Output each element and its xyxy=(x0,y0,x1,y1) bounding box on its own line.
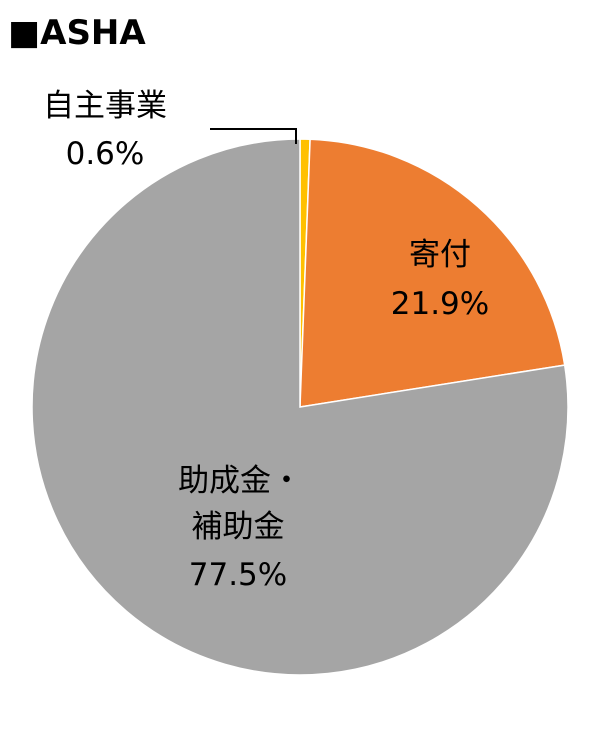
pie-slice-donation xyxy=(299,138,566,408)
pie-slices xyxy=(31,138,569,676)
slice-value-self-business: 0.6% xyxy=(66,136,145,172)
pie-slice-grants xyxy=(31,138,569,676)
leader-line xyxy=(210,128,297,144)
chart-title: ■ASHA xyxy=(8,13,146,53)
slice-label-grants-line-1: 助成金・ xyxy=(178,463,302,499)
slice-label-grants: 助成金・ 補助金 xyxy=(178,463,312,545)
slice-value-donation: 21.9% xyxy=(391,286,489,322)
slice-label-donation: 寄付 xyxy=(409,237,471,273)
slice-value-grants: 77.5% xyxy=(189,557,287,593)
slice-label-self-business: 自主事業 xyxy=(43,88,167,124)
slice-label-grants-line-2: 補助金 xyxy=(192,509,285,545)
